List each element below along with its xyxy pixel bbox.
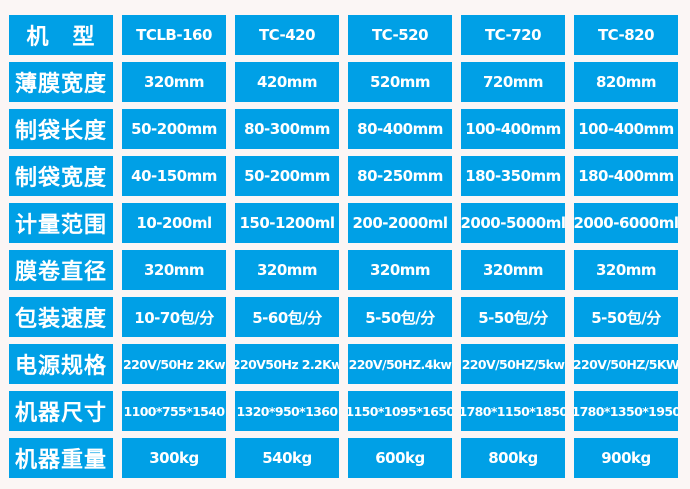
row-header: 薄膜宽度 [9,62,113,102]
spec-cell: 1100*755*1540 [122,391,226,431]
spec-cell: 800kg [461,438,565,478]
spec-cell: 320mm [122,62,226,102]
row-header: 制袋长度 [9,109,113,149]
spec-cell: 80-250mm [348,156,452,196]
spec-cell: 5-50包/分 [348,297,452,337]
spec-cell: 50-200mm [235,156,339,196]
spec-cell: 10-70包/分 [122,297,226,337]
spec-cell: 300kg [122,438,226,478]
spec-cell: 520mm [348,62,452,102]
spec-cell: 100-400mm [461,109,565,149]
spec-cell: 80-400mm [348,109,452,149]
spec-cell: 1320*950*1360 [235,391,339,431]
spec-cell: 540kg [235,438,339,478]
row-header: 电源规格 [9,344,113,384]
spec-cell: 5-50包/分 [461,297,565,337]
spec-cell: TC-520 [348,15,452,55]
spec-cell: 820mm [574,62,678,102]
spec-cell: TC-720 [461,15,565,55]
spec-cell: 1150*1095*1650 [348,391,452,431]
spec-cell: TC-420 [235,15,339,55]
spec-cell: 220V/50Hz 2Kw [122,344,226,384]
spec-table: 机 型 TCLB-160 TC-420 TC-520 TC-720 TC-820 薄膜宽度 3… [9,15,678,478]
spec-cell: 40-150mm [122,156,226,196]
spec-cell: 600kg [348,438,452,478]
row-header: 制袋宽度 [9,156,113,196]
row-header: 机器尺寸 [9,391,113,431]
spec-cell: 50-200mm [122,109,226,149]
row-header: 机 型 [9,15,113,55]
spec-cell: 180-350mm [461,156,565,196]
spec-cell: 200-2000ml [348,203,452,243]
spec-cell: TCLB-160 [122,15,226,55]
spec-cell: 1780*1150*1850 [461,391,565,431]
spec-cell: 320mm [235,250,339,290]
spec-cell: TC-820 [574,15,678,55]
spec-cell: 2000-5000ml [461,203,565,243]
spec-cell: 220V/50HZ/5KW [574,344,678,384]
spec-cell: 320mm [348,250,452,290]
spec-cell: 900kg [574,438,678,478]
spec-cell: 720mm [461,62,565,102]
spec-cell: 100-400mm [574,109,678,149]
spec-cell: 220V50Hz 2.2Kw [235,344,339,384]
spec-cell: 1780*1350*1950 [574,391,678,431]
spec-cell: 320mm [461,250,565,290]
spec-cell: 180-400mm [574,156,678,196]
spec-cell: 320mm [122,250,226,290]
row-header: 膜卷直径 [9,250,113,290]
row-header: 包装速度 [9,297,113,337]
spec-cell: 5-50包/分 [574,297,678,337]
spec-cell: 5-60包/分 [235,297,339,337]
spec-cell: 80-300mm [235,109,339,149]
spec-cell: 10-200ml [122,203,226,243]
spec-cell: 2000-6000ml [574,203,678,243]
spec-cell: 220V/50HZ.4kw [348,344,452,384]
spec-cell: 320mm [574,250,678,290]
spec-cell: 150-1200ml [235,203,339,243]
row-header: 计量范围 [9,203,113,243]
spec-cell: 220V/50HZ/5kw [461,344,565,384]
row-header: 机器重量 [9,438,113,478]
spec-cell: 420mm [235,62,339,102]
